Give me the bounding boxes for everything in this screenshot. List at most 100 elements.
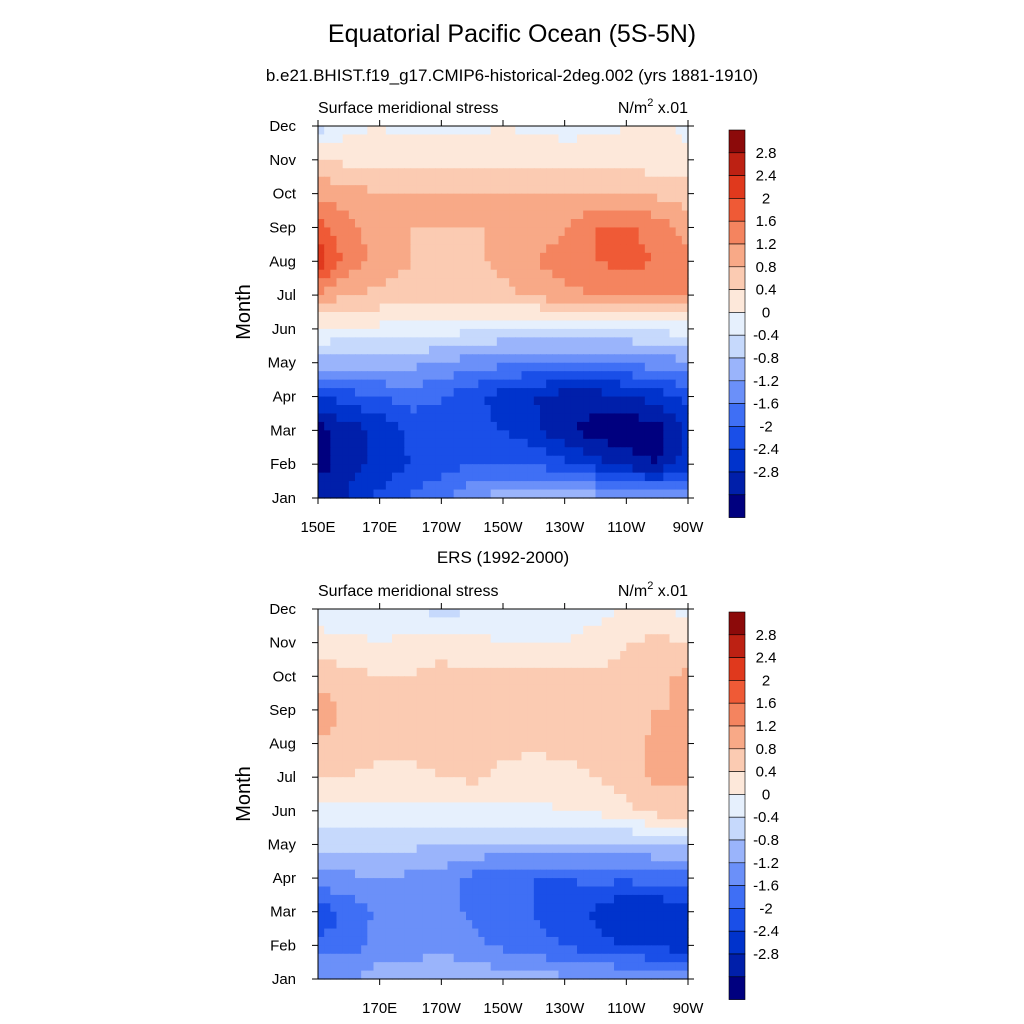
- contour-cell: [546, 252, 553, 262]
- contour-cell: [540, 413, 547, 423]
- contour-cell: [324, 295, 331, 305]
- contour-cell: [447, 894, 455, 904]
- contour-cell: [509, 379, 516, 389]
- contour-cell: [595, 421, 603, 431]
- contour-cell: [490, 159, 498, 169]
- contour-cell: [681, 878, 689, 888]
- contour-cell: [681, 269, 689, 279]
- contour-cell: [348, 726, 356, 736]
- contour-cell: [422, 768, 430, 778]
- contour-cell: [509, 185, 516, 195]
- contour-cell: [392, 278, 399, 288]
- contour-cell: [638, 328, 646, 338]
- contour-cell: [496, 489, 504, 499]
- contour-cell: [527, 735, 535, 745]
- contour-cell: [373, 481, 381, 491]
- contour-cell: [663, 642, 671, 652]
- contour-cell: [577, 396, 584, 406]
- contour-cell: [527, 751, 535, 761]
- contour-cell: [422, 134, 430, 144]
- contour-cell: [540, 684, 547, 694]
- contour-cell: [404, 320, 412, 330]
- contour-cell: [355, 768, 362, 778]
- contour-cell: [614, 651, 621, 661]
- contour-cell: [521, 151, 529, 161]
- contour-cell: [385, 430, 393, 440]
- contour-cell: [533, 726, 541, 736]
- contour-cell: [435, 481, 442, 491]
- contour-cell: [515, 911, 523, 921]
- contour-cell: [638, 852, 646, 862]
- contour-cell: [626, 320, 634, 330]
- contour-cell: [429, 303, 436, 313]
- contour-cell: [453, 481, 461, 491]
- contour-cell: [441, 651, 449, 661]
- contour-cell: [577, 819, 584, 829]
- contour-cell: [595, 617, 603, 627]
- contour-cell: [472, 286, 479, 296]
- contour-cell: [620, 295, 627, 305]
- contour-cell: [459, 430, 467, 440]
- contour-cell: [429, 701, 436, 711]
- contour-cell: [342, 312, 350, 322]
- contour-cell: [669, 894, 677, 904]
- contour-cell: [361, 836, 368, 846]
- contour-cell: [564, 642, 572, 652]
- contour-cell: [342, 878, 350, 888]
- contour-cell: [478, 421, 486, 431]
- contour-cell: [601, 210, 609, 220]
- contour-cell: [515, 219, 523, 229]
- contour-cell: [398, 261, 405, 271]
- contour-cell: [527, 379, 535, 389]
- contour-cell: [472, 472, 479, 482]
- contour-cell: [589, 810, 597, 820]
- contour-cell: [681, 438, 689, 448]
- contour-cell: [503, 227, 510, 237]
- contour-cell: [441, 810, 449, 820]
- contour-cell: [453, 718, 461, 728]
- contour-cell: [373, 405, 381, 415]
- contour-cell: [496, 126, 504, 136]
- contour-cell: [342, 303, 350, 313]
- contour-cell: [392, 693, 399, 703]
- contour-cell: [614, 269, 621, 279]
- contour-cell: [632, 878, 640, 888]
- contour-cell: [540, 202, 547, 212]
- contour-cell: [552, 227, 560, 237]
- contour-cell: [540, 244, 547, 254]
- contour-cell: [626, 869, 634, 879]
- contour-cell: [385, 278, 393, 288]
- contour-cell: [607, 362, 615, 372]
- contour-cell: [336, 735, 344, 745]
- contour-cell: [447, 911, 455, 921]
- contour-cell: [490, 219, 498, 229]
- contour-cell: [515, 617, 523, 627]
- contour-cell: [447, 785, 455, 795]
- contour-cell: [509, 634, 516, 644]
- contour-cell: [577, 836, 584, 846]
- contour-cell: [361, 151, 368, 161]
- contour-cell: [342, 743, 350, 753]
- contour-cell: [398, 693, 405, 703]
- contour-cell: [509, 176, 516, 186]
- contour-cell: [398, 286, 405, 296]
- contour-cell: [546, 413, 553, 423]
- contour-cell: [595, 726, 603, 736]
- contour-cell: [496, 303, 504, 313]
- contour-cell: [558, 303, 566, 313]
- contour-cell: [429, 911, 436, 921]
- contour-cell: [644, 869, 652, 879]
- contour-cell: [490, 447, 498, 457]
- contour-cell: [361, 768, 368, 778]
- contour-cell: [620, 794, 627, 804]
- contour-cell: [601, 345, 609, 355]
- contour-cell: [404, 836, 412, 846]
- contour-cell: [330, 651, 338, 661]
- contour-cell: [607, 168, 615, 178]
- contour-cell: [355, 227, 362, 237]
- contour-cell: [348, 894, 356, 904]
- contour-cell: [416, 312, 424, 322]
- contour-cell: [441, 777, 449, 787]
- contour-cell: [601, 869, 609, 879]
- contour-cell: [385, 261, 393, 271]
